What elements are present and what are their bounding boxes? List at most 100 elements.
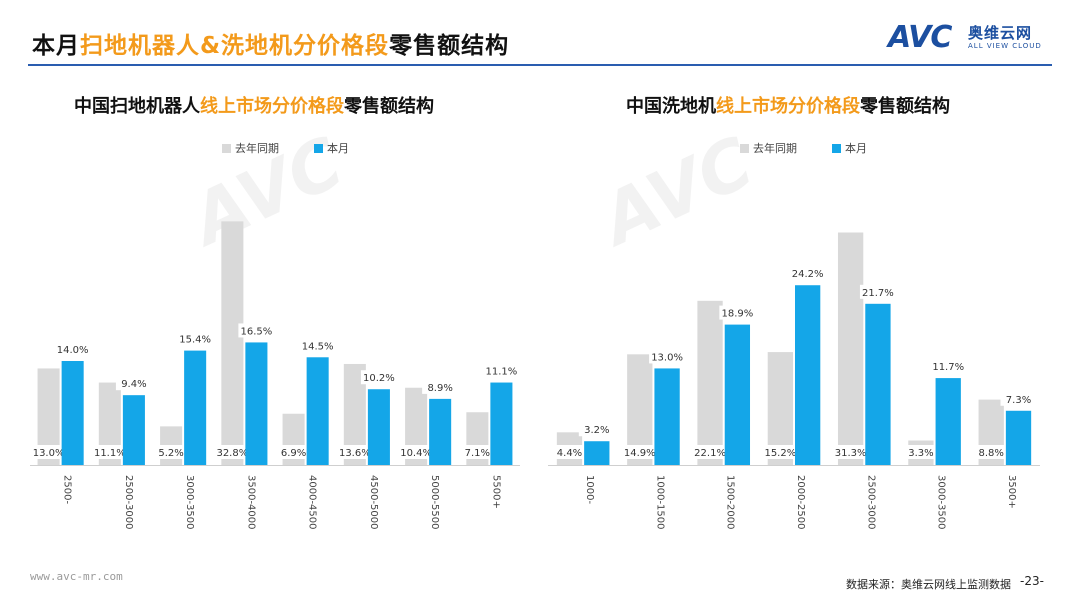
data-label-box — [719, 305, 756, 320]
data-label-last-year: 13.0% — [33, 448, 65, 459]
data-label-box — [360, 370, 397, 385]
footer-url: www.avc-mr.com — [30, 570, 123, 583]
data-label-this-month: 14.0% — [57, 345, 89, 356]
logo-en: ALL VIEW CLOUD — [968, 42, 1042, 50]
x-tick-label: 1000-1500 — [654, 475, 665, 530]
legend-label: 本月 — [327, 141, 349, 155]
data-label-last-year: 22.1% — [694, 448, 726, 459]
page-number: -23- — [1020, 574, 1044, 588]
x-tick-label: 1500-2000 — [725, 475, 736, 530]
x-tick-label: 4500-5000 — [368, 475, 379, 530]
data-label-last-year: 3.3% — [908, 448, 933, 459]
bar-this-month — [584, 441, 610, 465]
data-label-box — [902, 445, 939, 459]
data-label-box — [30, 445, 67, 459]
data-label-box — [177, 331, 214, 346]
data-label-box — [214, 445, 251, 459]
data-label-box — [649, 349, 686, 364]
data-label-box — [621, 445, 658, 459]
bar-last-year — [37, 368, 60, 465]
data-label-box — [551, 445, 588, 459]
chart-title-part: 零售额结构 — [344, 96, 434, 117]
bar-last-year — [98, 382, 121, 465]
data-label-last-year: 7.1% — [465, 448, 490, 459]
x-tick-label: 2500-3000 — [123, 475, 134, 530]
bar-this-month — [865, 303, 891, 465]
page-title: 本月扫地机器人&洗地机分价格段零售额结构 — [32, 26, 509, 60]
data-label-box — [832, 445, 869, 459]
legend-swatch — [314, 144, 323, 153]
data-label-this-month: 21.7% — [862, 288, 894, 299]
data-label-box — [336, 445, 373, 459]
data-label-box — [859, 284, 896, 299]
header-divider — [28, 64, 1052, 66]
chart-title-part: 零售额结构 — [860, 96, 950, 117]
data-label-last-year: 8.8% — [979, 448, 1004, 459]
bar-this-month — [184, 350, 207, 465]
data-label-last-year: 15.2% — [764, 448, 796, 459]
data-label-last-year: 6.9% — [281, 448, 306, 459]
x-tick-label: 4000-4500 — [307, 475, 318, 530]
footer-source: 数据来源：奥维云网线上监测数据 — [846, 578, 1011, 591]
legend-label: 去年同期 — [235, 141, 279, 155]
data-label-box — [299, 338, 336, 353]
bar-this-month — [245, 342, 268, 465]
legend-swatch — [832, 144, 841, 153]
data-label-box — [91, 445, 128, 459]
page-title-part-3: 零售额结构 — [389, 33, 510, 59]
brand-logo: AVC 奥维云网 ALL VIEW CLOUD — [888, 20, 1063, 56]
bar-this-month — [654, 368, 680, 465]
x-tick-label: 2500-3000 — [865, 475, 876, 530]
data-label-this-month: 11.1% — [486, 367, 518, 378]
legend-swatch — [740, 144, 749, 153]
data-label-box — [789, 266, 826, 281]
bar-this-month — [935, 378, 961, 465]
data-label-box — [578, 422, 615, 437]
page-title-part-1: 本月 — [32, 33, 80, 59]
bar-this-month — [490, 382, 513, 465]
bar-this-month — [367, 389, 390, 465]
data-label-this-month: 13.0% — [651, 352, 683, 363]
data-label-box — [483, 363, 520, 378]
x-tick-label: 3000-3500 — [184, 475, 195, 530]
data-label-box — [398, 445, 435, 459]
legend-swatch — [222, 144, 231, 153]
data-label-box — [459, 445, 496, 459]
data-label-this-month: 3.2% — [584, 425, 609, 436]
data-label-this-month: 15.4% — [179, 335, 211, 346]
x-tick-label: 3500+ — [1006, 475, 1017, 509]
data-label-this-month: 7.3% — [1006, 395, 1031, 406]
bar-this-month — [429, 398, 452, 465]
chart-title-part: 中国洗地机 — [626, 96, 716, 117]
x-tick-label: 2500- — [62, 475, 73, 504]
data-label-last-year: 32.8% — [216, 448, 248, 459]
data-label-box — [54, 342, 91, 356]
bar-last-year — [221, 221, 244, 465]
chart-title-sweeper: 中国扫地机器人线上市场分价格段零售额结构 — [74, 92, 434, 118]
data-label-box — [973, 445, 1010, 459]
bar-this-month — [306, 357, 329, 465]
logo-cn: 奥维云网 — [968, 24, 1033, 42]
page-title-highlight: 扫地机器人&洗地机分价格段 — [80, 33, 390, 59]
data-label-this-month: 10.2% — [363, 373, 395, 384]
data-label-this-month: 18.9% — [721, 309, 753, 320]
x-tick-label: 2000-2500 — [795, 475, 806, 530]
data-label-this-month: 16.5% — [241, 326, 273, 337]
data-label-this-month: 8.9% — [427, 383, 452, 394]
data-label-this-month: 9.4% — [121, 379, 146, 390]
data-label-box — [115, 376, 152, 391]
data-label-box — [692, 445, 729, 459]
data-label-last-year: 4.4% — [557, 448, 582, 459]
data-label-box — [422, 379, 459, 394]
data-label-box — [762, 445, 799, 459]
bar-this-month — [795, 285, 821, 465]
bar-this-month — [61, 361, 84, 465]
bar-this-month — [1005, 410, 1032, 465]
chart-title-washer: 中国洗地机线上市场分价格段零售额结构 — [626, 92, 950, 118]
x-tick-label: 5500+ — [490, 475, 501, 509]
x-tick-label: 3000-3500 — [936, 475, 947, 530]
data-label-last-year: 14.9% — [624, 448, 656, 459]
bar-this-month — [724, 324, 751, 465]
chart-title-highlight: 线上市场分价格段 — [716, 96, 860, 117]
x-tick-label: 5000-5500 — [429, 475, 440, 530]
